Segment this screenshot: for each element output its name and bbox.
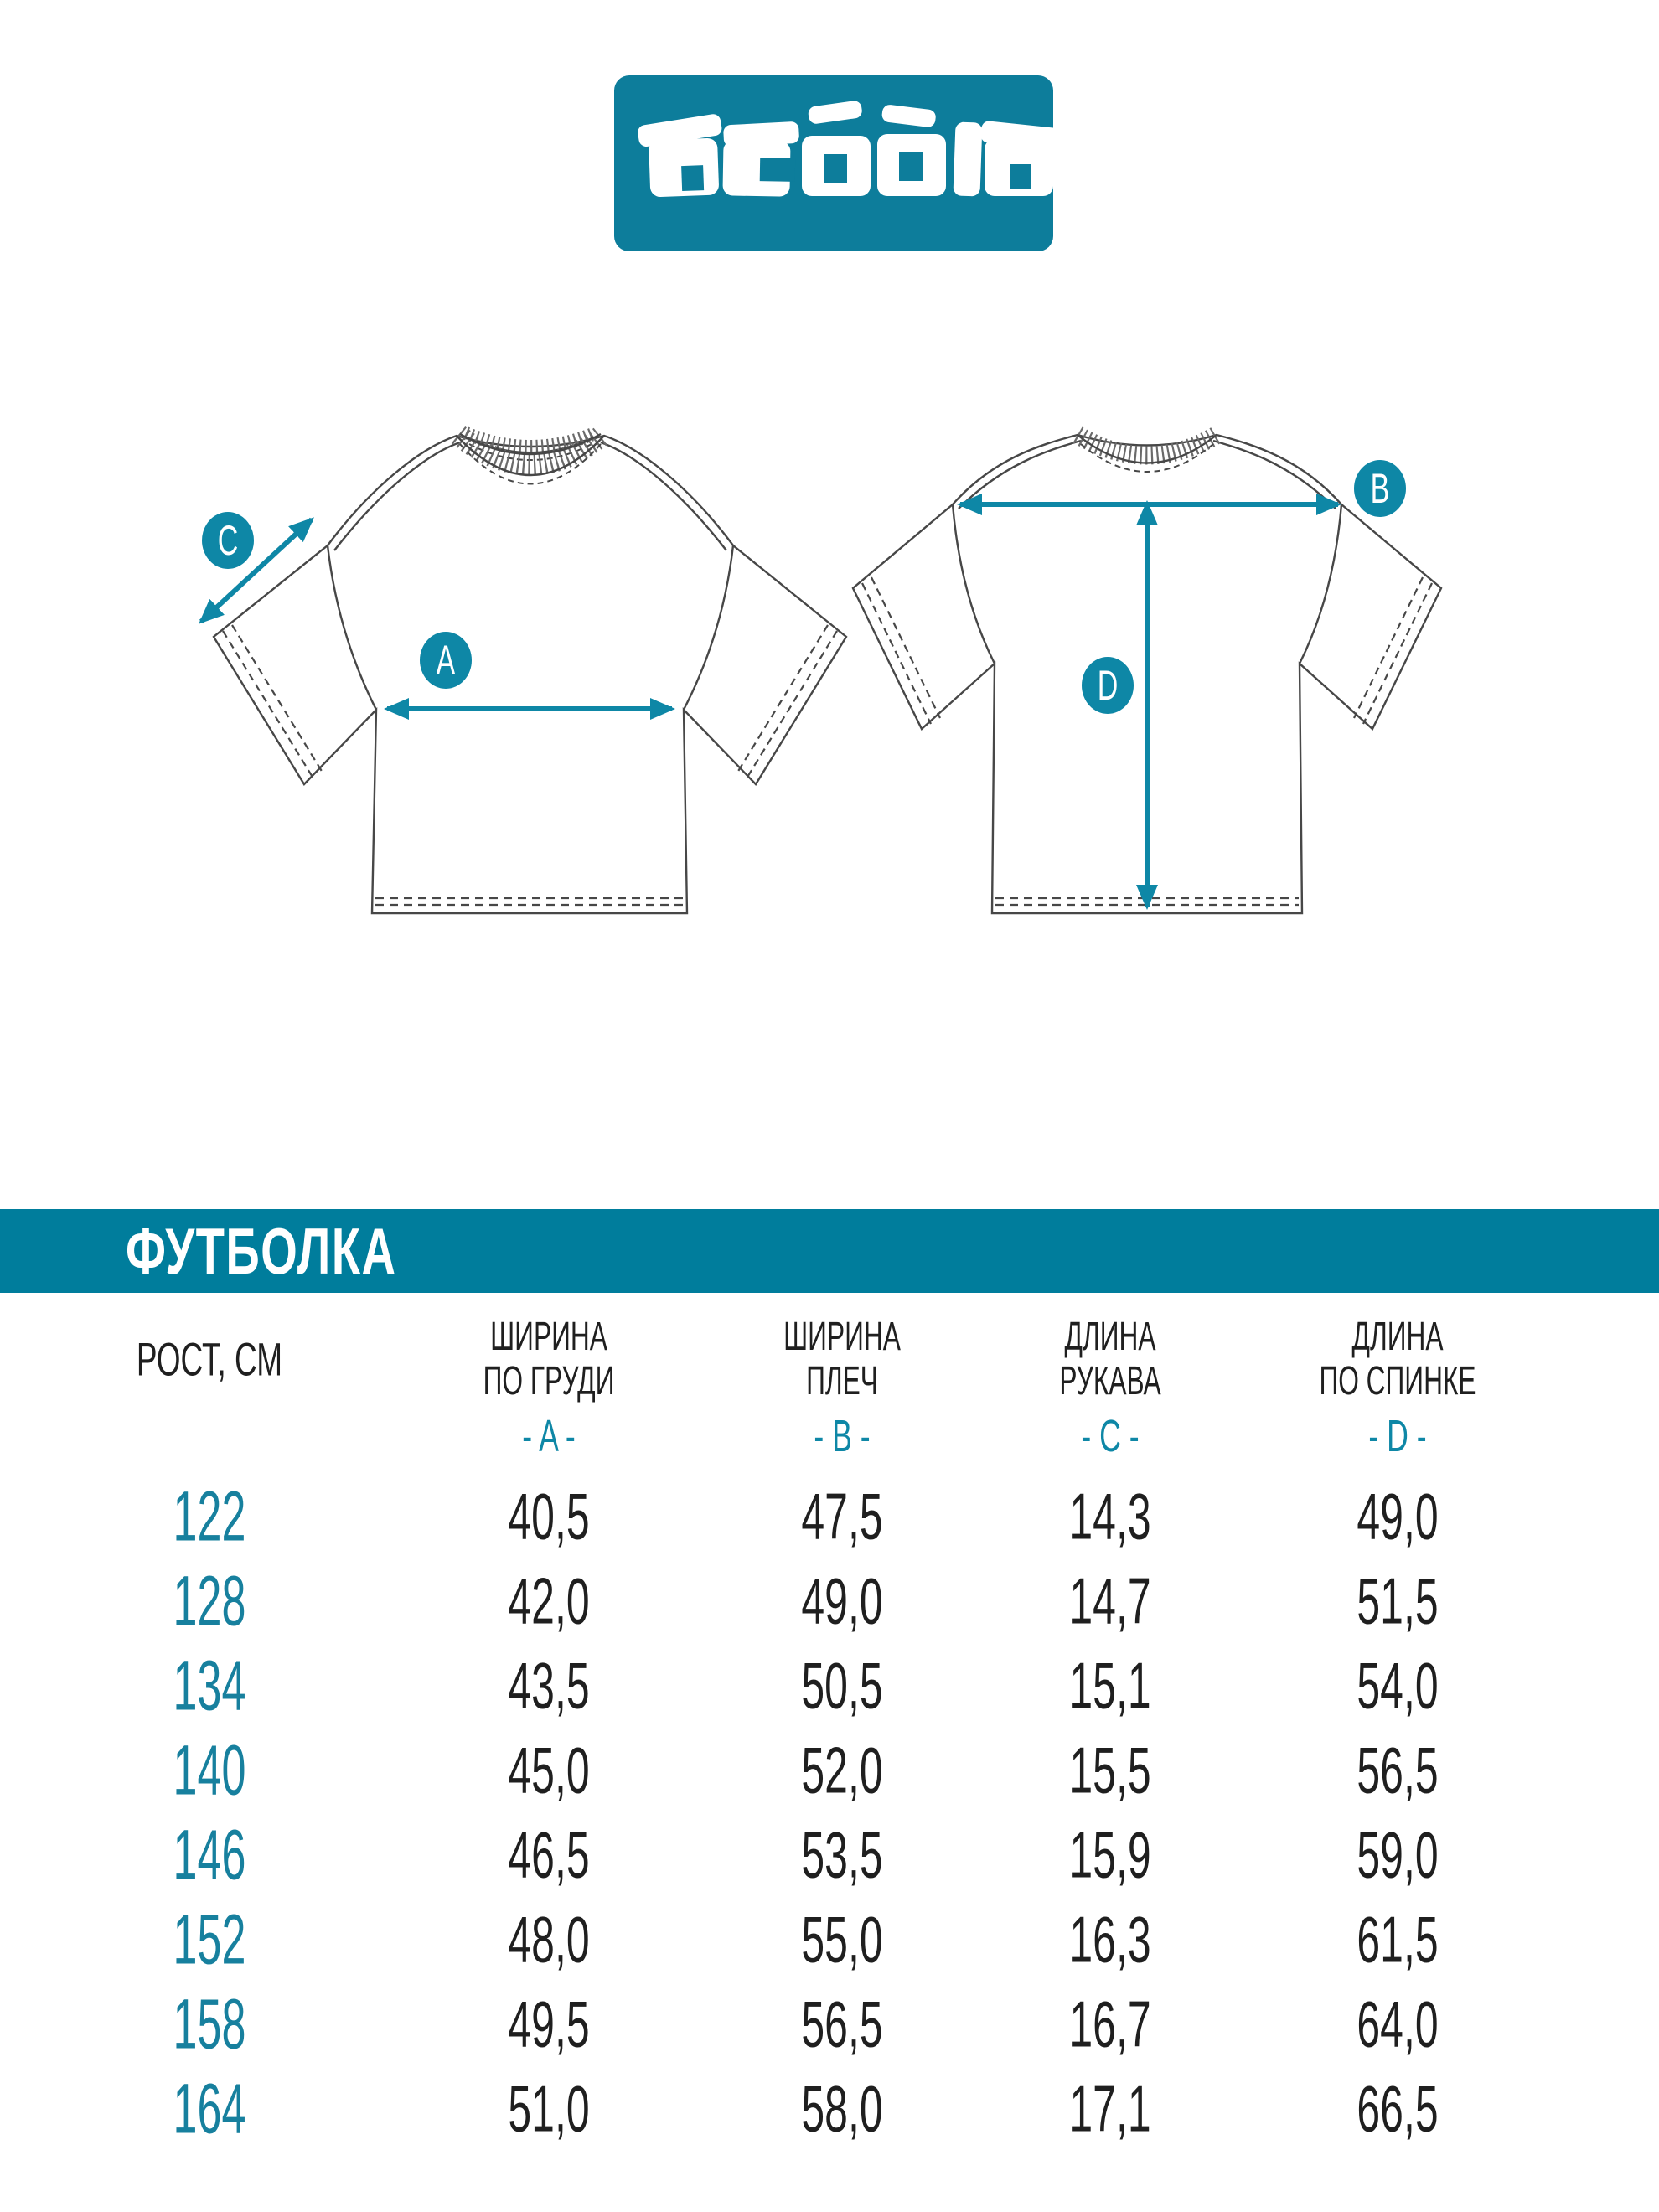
size-cell: 146 [173,1815,246,1894]
value-cell-C: 15,5 [1069,1733,1151,1807]
value-cell-A: 40,5 [508,1479,590,1553]
svg-text:C: C [218,518,239,565]
size-cell: 128 [173,1561,246,1641]
value-cell-D: 64,0 [1357,1987,1439,2061]
value-cell-D: 49,0 [1357,1479,1439,1553]
value-cell-C: 16,7 [1069,1987,1151,2061]
tshirt-measure-diagram: A C B D [199,426,1443,915]
column-header-B: ШИРИНА ПЛЕЧ [783,1315,901,1403]
value-cell-B: 53,5 [801,1817,883,1892]
brand-logo-icon [614,75,1060,251]
column-letter-C: - C - [1081,1411,1140,1461]
brand-logo: acoola [614,75,1060,251]
value-cell-A: 42,0 [508,1563,590,1638]
value-cell-B: 52,0 [801,1733,883,1807]
value-cell-B: 56,5 [801,1987,883,2061]
size-cell: 158 [173,1984,246,2064]
size-cell: 164 [173,2069,246,2148]
measure-label-B: B [1354,460,1406,517]
value-cell-A: 43,5 [508,1648,590,1723]
svg-text:B: B [1371,466,1390,513]
value-cell-A: 51,0 [508,2071,590,2146]
size-column-header: РОСТ, СМ [136,1332,283,1386]
value-cell-A: 49,5 [508,1987,590,2061]
value-cell-B: 55,0 [801,1902,883,1977]
value-cell-D: 54,0 [1357,1648,1439,1723]
svg-text:D: D [1098,663,1119,710]
measure-label-A: A [420,632,472,689]
column-header-C: ДЛИНА РУКАВА [1059,1315,1161,1403]
value-cell-D: 51,5 [1357,1563,1439,1638]
value-cell-A: 45,0 [508,1733,590,1807]
measure-arrow-C [199,517,314,624]
column-letter-B: - B - [814,1411,871,1461]
measure-label-D: D [1082,657,1134,714]
value-cell-D: 61,5 [1357,1902,1439,1977]
value-cell-D: 66,5 [1357,2071,1439,2146]
value-cell-B: 47,5 [801,1479,883,1553]
table-title: ФУТБОЛКА [126,1214,397,1288]
value-cell-B: 50,5 [801,1648,883,1723]
column-header-D: ДЛИНА ПО СПИНКЕ [1319,1315,1476,1403]
value-cell-C: 14,3 [1069,1479,1151,1553]
value-cell-A: 46,5 [508,1817,590,1892]
value-cell-C: 15,1 [1069,1648,1151,1723]
column-letter-A: - A - [522,1411,576,1461]
column-letter-D: - D - [1368,1411,1427,1461]
value-cell-C: 17,1 [1069,2071,1151,2146]
value-cell-C: 15,9 [1069,1817,1151,1892]
size-cell: 122 [173,1476,246,1556]
tshirt-front-view [212,426,848,915]
measure-label-C: C [202,512,254,569]
table-title-bar: ФУТБОЛКА [0,1209,1659,1293]
size-cell: 152 [173,1899,246,1979]
svg-text:A: A [437,638,456,685]
size-cell: 134 [173,1646,246,1725]
value-cell-B: 49,0 [801,1563,883,1638]
value-cell-C: 14,7 [1069,1563,1151,1638]
value-cell-C: 16,3 [1069,1902,1151,1977]
value-cell-B: 58,0 [801,2071,883,2146]
value-cell-D: 56,5 [1357,1733,1439,1807]
size-cell: 140 [173,1730,246,1810]
column-header-A: ШИРИНА ПО ГРУДИ [483,1315,615,1403]
value-cell-D: 59,0 [1357,1817,1439,1892]
value-cell-A: 48,0 [508,1902,590,1977]
